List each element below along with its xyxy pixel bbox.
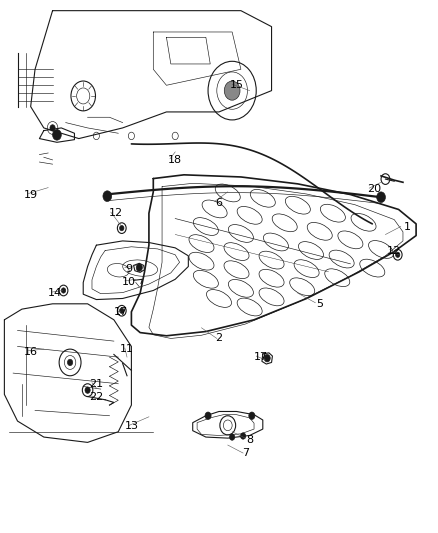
Text: 12: 12 (109, 208, 123, 218)
Circle shape (120, 225, 124, 231)
Text: 7: 7 (242, 448, 249, 458)
Circle shape (53, 130, 61, 140)
Circle shape (377, 192, 385, 203)
Text: 22: 22 (89, 392, 103, 402)
Text: 18: 18 (168, 155, 182, 165)
Text: 14: 14 (48, 288, 62, 298)
Text: 12: 12 (387, 246, 401, 255)
Circle shape (224, 81, 240, 100)
Text: 15: 15 (230, 80, 244, 90)
Circle shape (205, 412, 211, 419)
Text: 17: 17 (113, 307, 127, 317)
Circle shape (67, 359, 73, 366)
Circle shape (61, 288, 66, 293)
Text: 5: 5 (316, 299, 323, 309)
Text: 9: 9 (126, 264, 133, 274)
Text: 11: 11 (120, 344, 134, 354)
Text: 8: 8 (246, 435, 253, 445)
Text: 17: 17 (254, 352, 268, 362)
Text: 2: 2 (215, 334, 223, 343)
Text: 21: 21 (89, 379, 103, 389)
Text: 19: 19 (24, 190, 38, 199)
Circle shape (230, 434, 235, 440)
Circle shape (85, 387, 90, 393)
Circle shape (264, 354, 270, 362)
Circle shape (240, 433, 246, 439)
Text: 1: 1 (404, 222, 411, 231)
Circle shape (249, 412, 255, 419)
Text: 13: 13 (124, 422, 138, 431)
Text: 10: 10 (122, 278, 136, 287)
Circle shape (103, 191, 112, 201)
Text: 20: 20 (367, 184, 381, 194)
Circle shape (50, 125, 55, 131)
Text: 6: 6 (215, 198, 223, 207)
Circle shape (396, 252, 400, 257)
Text: 16: 16 (24, 347, 38, 357)
Circle shape (136, 264, 142, 271)
Circle shape (120, 308, 124, 313)
